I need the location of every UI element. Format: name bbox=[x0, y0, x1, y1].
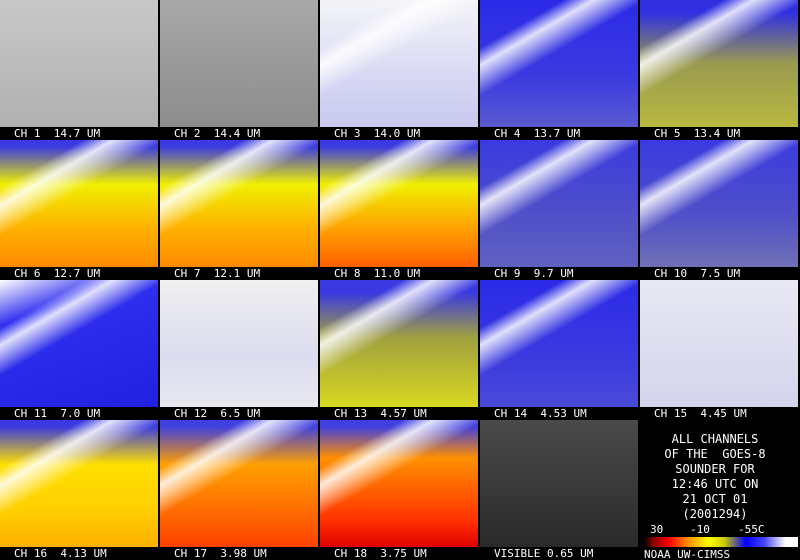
satellite-image bbox=[320, 420, 478, 547]
satellite-image bbox=[160, 140, 318, 267]
color-scale bbox=[644, 537, 798, 547]
satellite-image bbox=[0, 140, 158, 267]
satellite-image bbox=[160, 280, 318, 407]
satellite-image bbox=[0, 420, 158, 547]
channel-label: CH 2 14.4 UM bbox=[174, 127, 261, 140]
panel: CH 6 12.7 UM bbox=[0, 140, 158, 280]
satellite-image bbox=[480, 280, 638, 407]
satellite-image bbox=[0, 0, 158, 127]
satellite-image bbox=[640, 280, 798, 407]
panel: CH 13 4.57 UM bbox=[320, 280, 478, 420]
info-line: ALL CHANNELS bbox=[671, 432, 759, 446]
channel-label: CH 18 3.75 UM bbox=[334, 547, 427, 560]
satellite-image bbox=[480, 140, 638, 267]
channel-label: CH 6 12.7 UM bbox=[14, 267, 101, 280]
info-line: (2001294) bbox=[682, 507, 748, 521]
panel: CH 2 14.4 UM bbox=[160, 0, 318, 140]
satellite-image bbox=[640, 0, 798, 127]
satellite-image bbox=[160, 420, 318, 547]
info-box: NOAA UW-CIMSS ALL CHANNELS OF THE GOES-8 S… bbox=[640, 420, 800, 560]
panel: CH 7 12.1 UM bbox=[160, 140, 318, 280]
satellite-image bbox=[320, 140, 478, 267]
channel-label: CH 5 13.4 UM bbox=[654, 127, 741, 140]
panel: CH 10 7.5 UM bbox=[640, 140, 798, 280]
channel-label: CH 14 4.53 UM bbox=[494, 407, 587, 420]
panel: CH 4 13.7 UM bbox=[480, 0, 638, 140]
panel: CH 14 4.53 UM bbox=[480, 280, 638, 420]
channel-label: VISIBLE 0.65 UM bbox=[494, 547, 594, 560]
satellite-image bbox=[640, 140, 798, 267]
channel-label: CH 4 13.7 UM bbox=[494, 127, 581, 140]
channel-label: CH 7 12.1 UM bbox=[174, 267, 261, 280]
channel-label: CH 1 14.7 UM bbox=[14, 127, 101, 140]
satellite-image bbox=[0, 280, 158, 407]
panel: CH 17 3.98 UM bbox=[160, 420, 318, 560]
satellite-image bbox=[160, 0, 318, 127]
credit: NOAA UW-CIMSS bbox=[644, 548, 731, 560]
panel: CH 8 11.0 UM bbox=[320, 140, 478, 280]
channel-label: CH 13 4.57 UM bbox=[334, 407, 427, 420]
channel-label: CH 3 14.0 UM bbox=[334, 127, 421, 140]
info-line: OF THE GOES-8 bbox=[664, 447, 766, 461]
info-line: 21 OCT 01 bbox=[682, 492, 748, 506]
info-line: SOUNDER FOR bbox=[675, 462, 755, 476]
channel-label: CH 9 9.7 UM bbox=[494, 267, 574, 280]
panel: CH 11 7.0 UM bbox=[0, 280, 158, 420]
panel: CH 3 14.0 UM bbox=[320, 0, 478, 140]
panel: CH 12 6.5 UM bbox=[160, 280, 318, 420]
channel-label: CH 15 4.45 UM bbox=[654, 407, 747, 420]
channel-label: CH 10 7.5 UM bbox=[654, 267, 741, 280]
scale-label: 30 bbox=[650, 523, 664, 536]
panel: CH 16 4.13 UM bbox=[0, 420, 158, 560]
channel-label: CH 17 3.98 UM bbox=[174, 547, 267, 560]
panel: CH 18 3.75 UM bbox=[320, 420, 478, 560]
panel: CH 1 14.7 UM bbox=[0, 0, 158, 140]
panel: CH 5 13.4 UM bbox=[640, 0, 798, 140]
scale-label: -10 bbox=[690, 523, 710, 536]
channel-label: CH 8 11.0 UM bbox=[334, 267, 421, 280]
satellite-image bbox=[480, 0, 638, 127]
panel: VISIBLE 0.65 UM bbox=[480, 420, 638, 560]
channel-label: CH 16 4.13 UM bbox=[14, 547, 107, 560]
panel: CH 9 9.7 UM bbox=[480, 140, 638, 280]
channel-label: CH 11 7.0 UM bbox=[14, 407, 101, 420]
panel: CH 15 4.45 UM bbox=[640, 280, 798, 420]
satellite-image bbox=[480, 420, 638, 547]
info-line: 12:46 UTC ON bbox=[671, 477, 759, 491]
channel-label: CH 12 6.5 UM bbox=[174, 407, 261, 420]
satellite-image bbox=[320, 0, 478, 127]
satellite-image bbox=[320, 280, 478, 407]
scale-label: -55C bbox=[738, 523, 765, 536]
